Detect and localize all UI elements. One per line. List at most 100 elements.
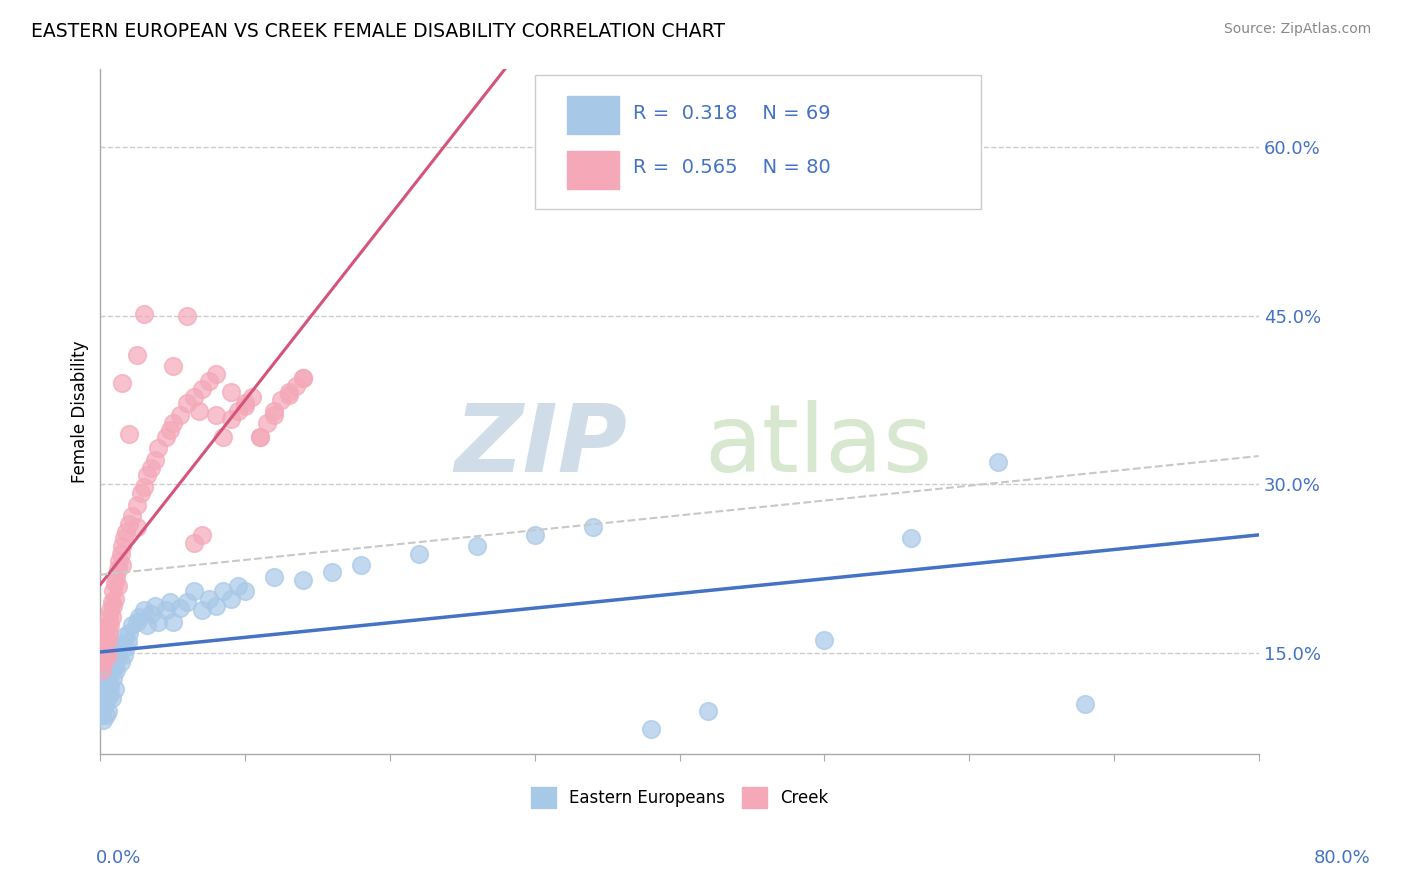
Point bbox=[98, 671, 121, 685]
Point bbox=[93, 681, 115, 696]
Point bbox=[145, 599, 167, 613]
Point bbox=[256, 416, 278, 430]
Text: EASTERN EUROPEAN VS CREEK FEMALE DISABILITY CORRELATION CHART: EASTERN EUROPEAN VS CREEK FEMALE DISABIL… bbox=[31, 22, 725, 41]
Point bbox=[190, 528, 212, 542]
Point bbox=[101, 610, 124, 624]
Point bbox=[233, 584, 256, 599]
Point bbox=[91, 625, 114, 640]
Point bbox=[97, 666, 120, 681]
Point bbox=[148, 615, 170, 629]
Point bbox=[105, 663, 128, 677]
Text: 80.0%: 80.0% bbox=[1315, 849, 1371, 867]
Point bbox=[90, 693, 112, 707]
Point bbox=[94, 707, 117, 722]
Point bbox=[111, 376, 134, 391]
Point bbox=[103, 599, 125, 613]
Text: R =  0.565    N = 80: R = 0.565 N = 80 bbox=[633, 159, 831, 178]
Point bbox=[205, 599, 228, 613]
Text: R =  0.318    N = 69: R = 0.318 N = 69 bbox=[633, 103, 831, 122]
Point bbox=[155, 430, 177, 444]
Point bbox=[813, 632, 835, 647]
Legend: Eastern Europeans, Creek: Eastern Europeans, Creek bbox=[524, 780, 835, 814]
Point bbox=[104, 592, 127, 607]
Point bbox=[94, 646, 117, 660]
Point bbox=[233, 396, 256, 410]
Point bbox=[159, 424, 181, 438]
Y-axis label: Female Disability: Female Disability bbox=[72, 340, 89, 483]
Point bbox=[190, 603, 212, 617]
Point bbox=[183, 536, 205, 550]
Point bbox=[125, 348, 148, 362]
Point bbox=[1074, 697, 1097, 711]
Point bbox=[112, 648, 135, 663]
Point bbox=[205, 408, 228, 422]
Point bbox=[219, 592, 242, 607]
Point bbox=[162, 416, 184, 430]
Point bbox=[125, 520, 148, 534]
Point bbox=[176, 396, 198, 410]
Point bbox=[111, 539, 134, 553]
Point bbox=[263, 408, 285, 422]
Point bbox=[110, 655, 132, 669]
Point bbox=[104, 681, 127, 696]
Point bbox=[91, 655, 114, 669]
Point bbox=[104, 576, 127, 591]
Point bbox=[129, 486, 152, 500]
Point bbox=[100, 618, 122, 632]
Point bbox=[125, 615, 148, 629]
Point bbox=[582, 520, 605, 534]
Point bbox=[101, 691, 124, 706]
Point bbox=[90, 632, 112, 647]
Point bbox=[198, 592, 221, 607]
Point bbox=[108, 554, 131, 568]
Point bbox=[97, 705, 120, 719]
Point bbox=[91, 640, 114, 655]
Bar bbox=[567, 96, 619, 134]
Point bbox=[292, 573, 315, 587]
Point bbox=[117, 635, 139, 649]
Point bbox=[697, 705, 720, 719]
Text: Source: ZipAtlas.com: Source: ZipAtlas.com bbox=[1223, 22, 1371, 37]
Point bbox=[987, 455, 1010, 469]
Point bbox=[350, 558, 373, 573]
Point bbox=[284, 378, 307, 392]
Point bbox=[900, 532, 922, 546]
Point bbox=[98, 689, 121, 703]
Point bbox=[176, 595, 198, 609]
Point bbox=[97, 632, 120, 647]
Point bbox=[91, 689, 114, 703]
Point bbox=[93, 621, 115, 635]
Point bbox=[91, 677, 114, 691]
Point bbox=[128, 610, 150, 624]
Point bbox=[219, 412, 242, 426]
Point bbox=[111, 558, 134, 573]
Point bbox=[249, 430, 271, 444]
Point bbox=[233, 399, 256, 413]
Point bbox=[114, 629, 136, 643]
Point bbox=[98, 610, 121, 624]
Point bbox=[263, 404, 285, 418]
Point bbox=[640, 723, 662, 737]
Point bbox=[93, 651, 115, 665]
Point bbox=[94, 693, 117, 707]
Point bbox=[100, 680, 122, 694]
Point bbox=[465, 539, 488, 553]
Point bbox=[132, 603, 155, 617]
Point bbox=[162, 359, 184, 374]
Point bbox=[112, 532, 135, 546]
Point bbox=[101, 655, 124, 669]
Point bbox=[169, 408, 191, 422]
Point bbox=[132, 307, 155, 321]
Point bbox=[97, 681, 120, 696]
Point bbox=[100, 663, 122, 677]
Point bbox=[249, 430, 271, 444]
Point bbox=[105, 569, 128, 583]
Point bbox=[94, 629, 117, 643]
Point bbox=[110, 547, 132, 561]
Point bbox=[523, 528, 546, 542]
Point bbox=[115, 640, 138, 655]
FancyBboxPatch shape bbox=[534, 76, 981, 209]
Point bbox=[277, 385, 299, 400]
Text: ZIP: ZIP bbox=[454, 400, 627, 491]
Point bbox=[93, 697, 115, 711]
